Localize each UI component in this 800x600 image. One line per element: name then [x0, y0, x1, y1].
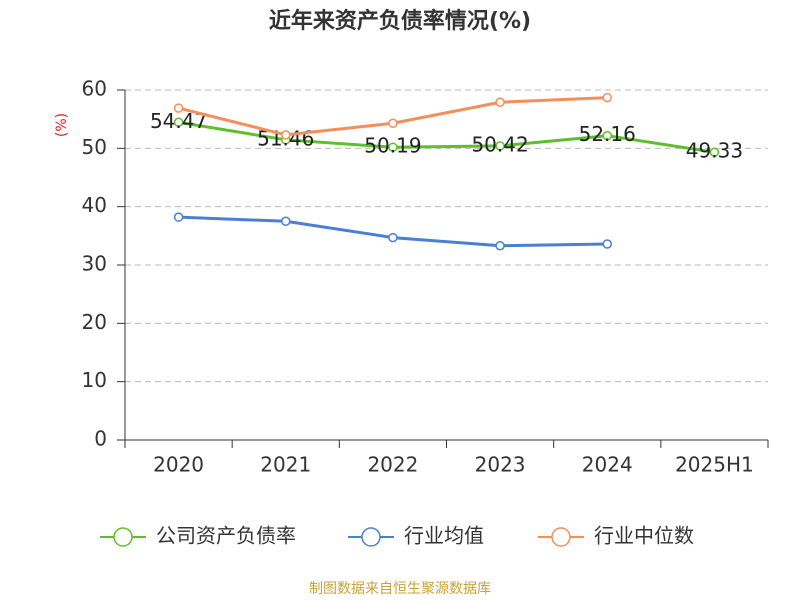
legend-label: 行业均值	[404, 524, 484, 548]
data-point	[388, 232, 398, 243]
legend-marker	[551, 527, 571, 547]
series-line	[178, 120, 715, 154]
data-point	[173, 117, 184, 128]
source-note: 制图数据来自恒生聚源数据库	[309, 581, 491, 597]
data-point	[602, 130, 612, 141]
x-tick-label: 2021	[260, 453, 311, 477]
data-label: 52.16	[579, 122, 636, 146]
data-point	[281, 216, 291, 226]
data-label: 50.19	[364, 134, 421, 158]
x-tick-label: 2024	[582, 453, 633, 477]
legend-marker	[113, 527, 133, 547]
y-tick-label: 10	[82, 368, 107, 392]
y-tick-label: 20	[82, 310, 107, 334]
legend-marker	[361, 527, 381, 547]
y-tick-label: 50	[82, 135, 107, 159]
y-tick-label: 0	[94, 427, 107, 451]
data-point	[495, 141, 505, 151]
data-point	[173, 212, 184, 222]
x-tick-label: 2025H1	[675, 453, 754, 477]
data-point	[495, 97, 505, 107]
data-point	[495, 241, 505, 251]
chart-title: 近年来资产负债率情况(%)	[269, 8, 531, 34]
data-point	[388, 118, 398, 128]
data-point	[388, 142, 398, 152]
data-point	[281, 130, 291, 140]
series-line	[178, 96, 608, 137]
legend-label: 行业中位数	[594, 524, 694, 548]
data-label: 50.42	[471, 132, 528, 156]
x-tick-label: 2022	[367, 453, 418, 477]
data-point	[602, 239, 612, 249]
data-point	[173, 103, 184, 113]
y-tick-label: 40	[82, 193, 107, 217]
y-tick-label: 30	[82, 252, 107, 276]
data-point	[602, 92, 612, 103]
data-label: 49.33	[686, 139, 743, 163]
legend-label: 公司资产负债率	[156, 524, 296, 548]
data-point	[709, 147, 720, 157]
x-tick-label: 2023	[475, 453, 526, 477]
y-axis-label: (%)	[54, 113, 70, 137]
y-tick-label: 60	[82, 77, 107, 101]
x-tick-label: 2020	[153, 453, 204, 477]
